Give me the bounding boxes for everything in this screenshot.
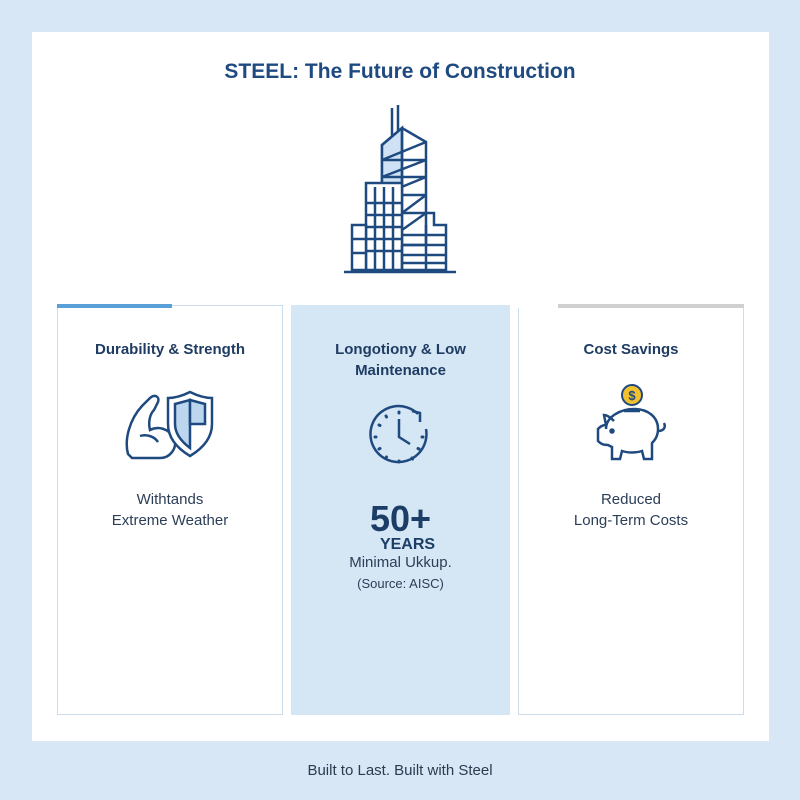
stat-unit: YEARS: [379, 536, 436, 553]
card-text-line1: Minimal Ukkup.: [349, 554, 452, 571]
card-title: Cost Savings: [583, 341, 679, 358]
card-title: Durability & Strength: [94, 341, 245, 358]
stat-value: 50+: [369, 498, 432, 539]
flexed-arm-shield-icon: [125, 390, 214, 460]
card-accent-bar: [518, 304, 744, 308]
page-title: STEEL: The Future of Construction: [224, 60, 576, 83]
card-longevity: Longotiony & Low Maintenance 50+ YEARS M…: [291, 305, 510, 715]
card-text-line1: Reduced: [600, 491, 662, 508]
card-cost-savings: Cost Savings $ Reduced Long-Term Costs: [518, 304, 744, 715]
card-text-line1: Withtands: [136, 491, 204, 508]
source-note: (Source: AISC): [357, 576, 444, 591]
svg-text:$: $: [628, 388, 636, 403]
footer-tagline: Built to Last. Built with Steel: [307, 762, 493, 779]
card-text-line2: Long-Term Costs: [573, 512, 689, 529]
skyscraper-icon: [344, 105, 456, 274]
piggy-bank-coin-icon: $: [596, 384, 666, 461]
card-accent-bar: [57, 304, 172, 308]
card-durability: Durability & Strength Withtands Extreme …: [57, 304, 283, 715]
card-title-line2: Maintenance: [355, 362, 446, 379]
card-title-line1: Longotiony & Low: [335, 341, 466, 358]
clock-refresh-icon: [368, 404, 428, 464]
card-text-line2: Extreme Weather: [111, 512, 229, 529]
